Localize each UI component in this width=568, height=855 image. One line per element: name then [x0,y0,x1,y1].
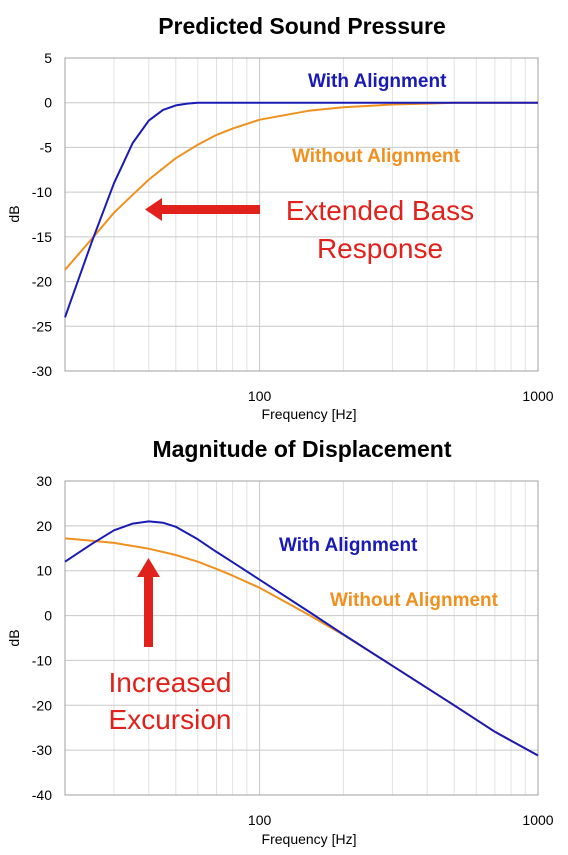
series-label-without-alignment: Without Alignment [330,590,499,611]
y-tick-label: -20 [32,274,52,290]
y-tick-label: -10 [32,184,52,200]
series-line-with-alignment [64,520,539,757]
y-tick-label: -25 [32,318,52,334]
series-label-with-alignment: With Alignment [308,71,447,92]
plot-frame [64,57,539,372]
x-axis-label: Frequency [Hz] [262,831,357,847]
annotation-arrow-up [137,558,160,647]
sound-pressure-chart: Predicted Sound Pressure 5 0 -5 -10 -15 -20 -2… [6,13,554,422]
y-tick-label: 10 [36,563,52,579]
y-tick-label: 0 [44,608,52,624]
x-tick-label: 100 [248,812,272,828]
y-tick-labels: 5 0 -5 -10 -15 -20 -25 -30 [32,50,52,379]
x-tick-label: 100 [248,388,272,404]
series-label-without-alignment: Without Alignment [292,146,461,167]
grid [65,480,538,796]
y-tick-label: -20 [32,697,52,713]
y-tick-label: -30 [32,742,52,758]
series-lines [64,520,539,757]
y-axis-label: dB [6,629,22,646]
x-axis-label: Frequency [Hz] [262,406,357,422]
chart-title: Magnitude of Displacement [152,436,451,462]
x-tick-labels: 100 1000 [248,388,554,404]
x-tick-label: 1000 [522,812,553,828]
y-tick-label: 20 [36,518,52,534]
y-tick-label: -30 [32,363,52,379]
y-tick-label: 30 [36,473,52,489]
y-tick-label: 5 [44,50,52,66]
y-tick-label: -40 [32,787,52,803]
y-axis-label: dB [6,205,22,222]
series-label-with-alignment: With Alignment [279,535,418,556]
series-line-without-alignment [64,101,538,271]
x-tick-label: 1000 [522,388,553,404]
annotation-line-1: Extended Bass [286,195,474,226]
annotation-line-2: Excursion [109,704,232,735]
plot-frame [64,480,539,796]
y-tick-label: 0 [44,95,52,111]
annotation-line-2: Response [317,233,443,264]
displacement-chart: Magnitude of Displacement 3020100-10-20-… [6,436,554,847]
annotation-line-1: Increased [109,667,232,698]
chart-title: Predicted Sound Pressure [158,13,446,39]
y-tick-labels: 30 20 10 0 -10 -20 -30 -40 [32,473,52,803]
y-tick-label: -15 [32,229,52,245]
y-tick-label: -5 [40,139,53,155]
series-lines [64,101,538,318]
x-tick-labels: 100 1000 [248,812,554,828]
annotation-arrow-left [145,198,260,221]
y-tick-label: -10 [32,652,52,668]
series-line-with-alignment [64,101,538,318]
